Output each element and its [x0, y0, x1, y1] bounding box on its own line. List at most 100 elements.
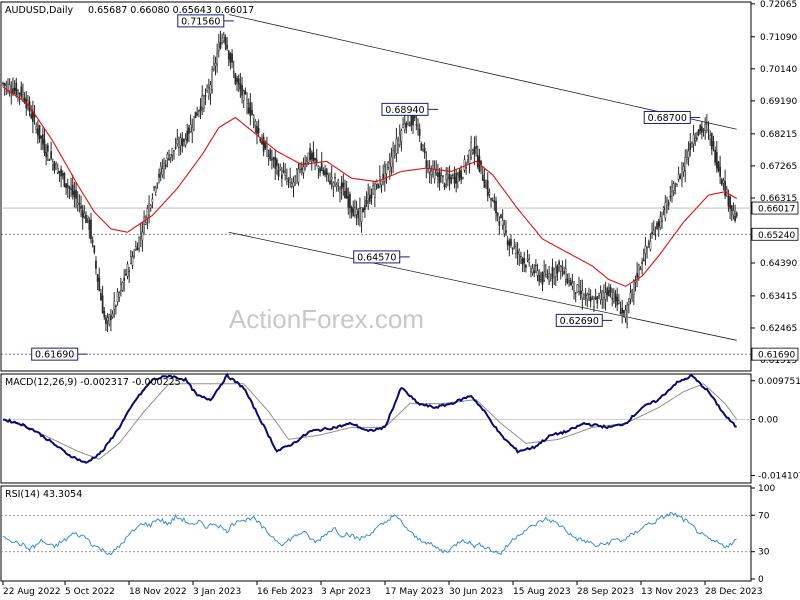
- candle-body: [327, 172, 330, 176]
- macd-main-line: [2, 372, 737, 464]
- candle-body: [178, 146, 180, 149]
- candle-body: [531, 268, 534, 273]
- candle-body: [705, 123, 708, 125]
- candle-body: [103, 310, 106, 318]
- candle-body: [354, 207, 356, 216]
- candle-body: [320, 163, 323, 171]
- candle-body: [387, 162, 389, 168]
- candle-body: [415, 124, 418, 126]
- candle-body: [106, 317, 109, 321]
- candle-body: [73, 190, 76, 197]
- candle-body: [211, 69, 214, 91]
- candle-body: [584, 294, 587, 297]
- candle-body: [51, 161, 54, 166]
- candle-body: [365, 199, 368, 205]
- candle-body: [378, 176, 381, 188]
- candle-body: [536, 270, 539, 276]
- candle-body: [730, 205, 733, 211]
- candle-body: [209, 84, 212, 95]
- candle-body: [156, 183, 159, 185]
- macd-label: MACD(12,26,9) -0.002317 -0.000225: [5, 377, 181, 388]
- candle-body: [212, 63, 215, 70]
- candle-body: [430, 170, 433, 176]
- candle-body: [247, 107, 250, 114]
- candle-body: [110, 315, 112, 321]
- candle-body: [503, 224, 506, 234]
- candle-body: [498, 221, 501, 226]
- candle-body: [193, 116, 195, 130]
- candle-body: [161, 168, 164, 176]
- candle-body: [181, 138, 184, 146]
- candle-body: [43, 139, 46, 154]
- candle-body: [224, 37, 227, 45]
- candle-body: [521, 258, 524, 265]
- candle-body: [22, 92, 24, 95]
- candle-body: [63, 172, 66, 187]
- candle-body: [286, 178, 288, 183]
- candle-body: [481, 174, 484, 181]
- annotation-label: 0.68700: [648, 113, 687, 124]
- candle-body: [604, 292, 607, 300]
- channel-lines: [228, 14, 737, 341]
- candle-body: [340, 182, 343, 189]
- candle-body: [571, 282, 574, 287]
- candle-body: [500, 214, 502, 219]
- candle-body: [188, 127, 190, 134]
- annotation-label: 0.64570: [357, 252, 396, 263]
- candle-body: [672, 183, 675, 191]
- candle-body: [261, 141, 263, 145]
- candle-body: [335, 184, 338, 187]
- candle-body: [622, 310, 625, 314]
- price-axis-label: 0.62465: [760, 324, 797, 334]
- candle-body: [136, 247, 139, 251]
- candle-body: [418, 128, 421, 137]
- date-axis-label: 28 Sep 2023: [577, 587, 634, 597]
- candle-body: [241, 85, 243, 96]
- candle-body: [267, 156, 270, 159]
- candle-body: [362, 208, 365, 213]
- candle-body: [357, 210, 360, 219]
- candle-body: [637, 264, 640, 277]
- candle-body: [539, 277, 542, 280]
- candle-body: [302, 166, 305, 174]
- date-axis-label: 18 Nov 2022: [129, 587, 187, 597]
- price-level-label: 0.61690: [758, 351, 795, 361]
- candle-body: [438, 171, 441, 184]
- candle-body: [508, 241, 511, 246]
- candle-body: [611, 297, 614, 300]
- candle-body: [455, 172, 458, 184]
- candle-body: [715, 151, 718, 169]
- candle-body: [95, 260, 97, 269]
- candle-body: [676, 184, 678, 187]
- candle-body: [544, 273, 547, 276]
- macd-axis: 0.009751 0.00 -0.014107: [751, 377, 800, 481]
- price-level-box: [751, 227, 799, 241]
- macd-panel: MACD(12,26,9) -0.002317 -0.000225: [0, 372, 752, 484]
- candle-body: [56, 168, 59, 174]
- candle-body: [687, 150, 690, 158]
- candle-body: [598, 293, 600, 296]
- candle-body: [448, 174, 451, 180]
- annotation-box: [643, 110, 691, 124]
- candle-body: [486, 180, 489, 197]
- price-panel: ActionForex.com 0.71560 0.68940 0.68700 0.6…: [0, 1, 752, 372]
- candle-body: [222, 34, 225, 42]
- candle-body: [259, 138, 262, 142]
- price-annotations: 0.71560 0.68940 0.68700 0.64570 0.62690 0.616…: [31, 14, 701, 361]
- price-axis-label: 0.72065: [760, 0, 797, 10]
- candle-body: [201, 95, 204, 108]
- date-axis-label: 3 Jan 2023: [193, 587, 241, 597]
- candle-body: [349, 194, 351, 209]
- candle-body: [591, 298, 594, 300]
- candle-body: [518, 250, 521, 255]
- date-axis-label: 22 Aug 2022: [3, 587, 61, 597]
- candle-body: [701, 126, 703, 133]
- candle-body: [339, 188, 341, 193]
- candle-body: [671, 187, 673, 193]
- candle-body: [535, 264, 537, 267]
- candle-body: [93, 245, 96, 253]
- candle-body: [556, 265, 559, 274]
- candle-body: [669, 195, 672, 198]
- candle-body: [40, 135, 43, 139]
- candle-body: [37, 128, 39, 136]
